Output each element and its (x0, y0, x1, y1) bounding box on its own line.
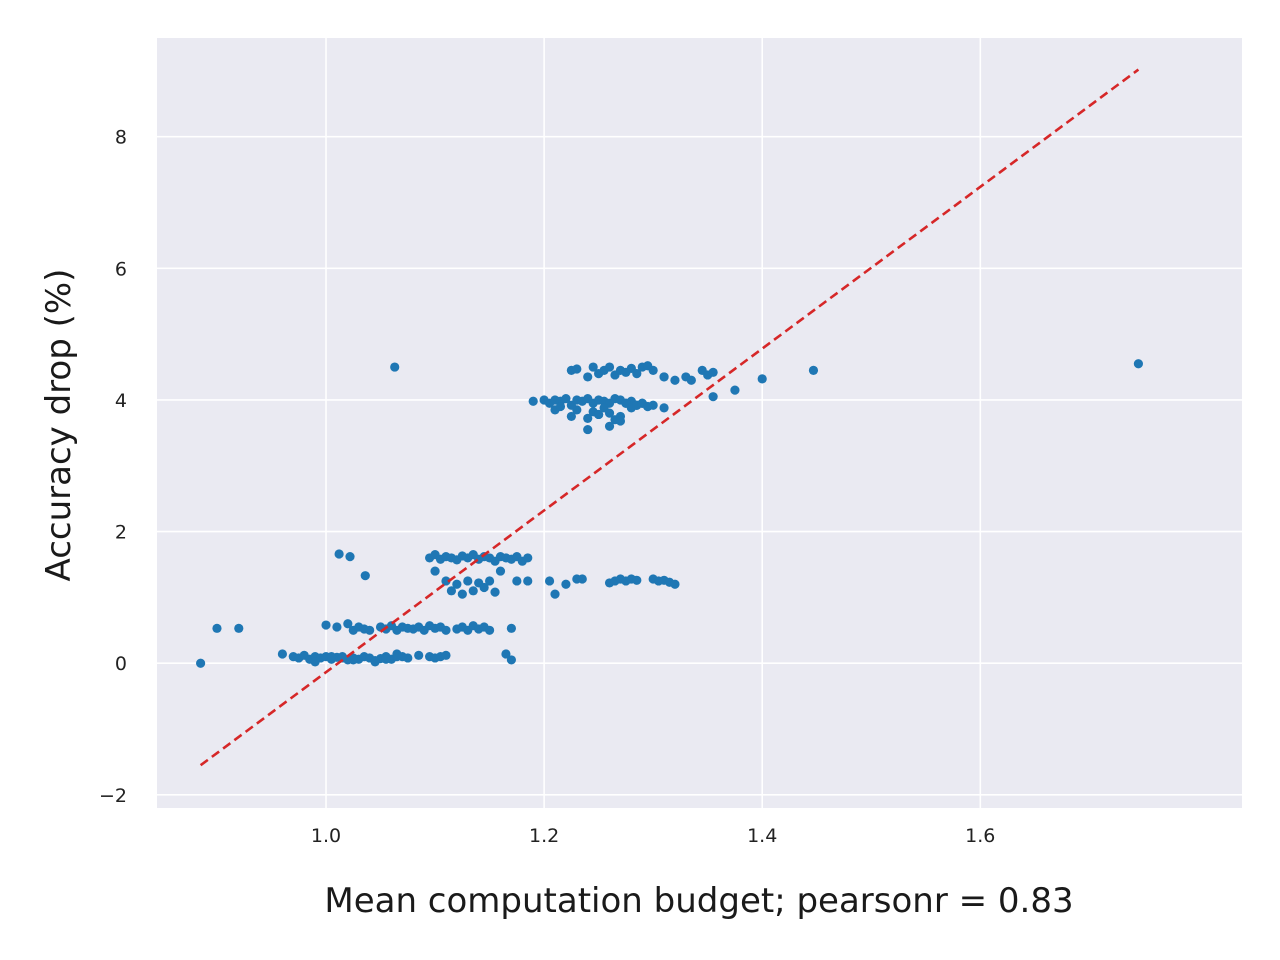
data-point (360, 571, 370, 581)
data-point (414, 650, 424, 660)
fit-line (199, 68, 1140, 767)
data-point (390, 362, 400, 372)
data-point (572, 364, 582, 374)
data-point (659, 403, 669, 413)
y-tick-label: 6 (115, 258, 127, 280)
data-point (326, 652, 337, 662)
data-point (659, 372, 669, 382)
data-point (196, 658, 206, 668)
data-point (577, 574, 587, 584)
data-point (457, 589, 467, 599)
data-point (583, 424, 593, 435)
data-point (345, 551, 355, 562)
data-point (757, 374, 767, 384)
data-point (604, 421, 615, 431)
data-point (334, 549, 344, 559)
data-point (365, 625, 375, 635)
data-point (495, 566, 506, 576)
tick-labels: 1.0 1.2 1.4 1.6 −2 0 2 4 6 8 (99, 127, 995, 847)
data-point (343, 619, 353, 629)
data-point (808, 365, 819, 375)
data-point (594, 409, 604, 420)
data-point (583, 372, 593, 382)
y-tick-label: 2 (115, 522, 127, 544)
data-point (452, 579, 462, 589)
data-point (583, 413, 593, 423)
y-axis-title: Accuracy drop (%) (39, 269, 79, 582)
data-point (441, 650, 451, 660)
data-point (686, 375, 696, 385)
data-point (332, 622, 342, 632)
data-point (550, 589, 560, 599)
data-point (544, 576, 555, 586)
data-point (506, 623, 516, 633)
data-point (1133, 359, 1144, 369)
data-point (490, 587, 500, 597)
data-point (561, 394, 571, 404)
data-point (566, 411, 576, 422)
data-point (615, 416, 626, 426)
x-axis-title: Mean computation budget; pearsonr = 0.83 (324, 881, 1073, 921)
data-point (321, 620, 331, 630)
data-point (310, 657, 320, 667)
data-point (708, 392, 718, 402)
data-point (430, 566, 440, 576)
data-point (643, 401, 653, 412)
data-point (381, 654, 391, 664)
data-point (484, 576, 495, 586)
data-point (528, 396, 538, 406)
data-point (604, 362, 615, 372)
data-point (730, 385, 740, 395)
x-tick-label: 1.6 (965, 825, 995, 847)
data-point (523, 553, 533, 563)
data-point (277, 649, 288, 659)
data-point (512, 576, 522, 586)
data-point (468, 586, 478, 596)
data-point (523, 576, 533, 586)
y-tick-label: 0 (115, 653, 127, 675)
data-point (463, 576, 473, 586)
y-tick-label: 4 (115, 390, 127, 412)
x-tick-label: 1.4 (747, 825, 777, 847)
data-point (648, 365, 658, 375)
data-point (632, 575, 642, 585)
data-point (234, 623, 244, 633)
data-point (561, 579, 571, 589)
data-point (501, 649, 511, 659)
data-point (708, 367, 718, 377)
data-point (484, 625, 495, 635)
fit-line-layer (199, 68, 1140, 767)
data-points (196, 359, 1144, 668)
data-point (441, 576, 451, 586)
data-point (670, 579, 680, 589)
data-point (441, 625, 451, 635)
data-point (604, 408, 615, 418)
data-point (212, 623, 222, 633)
x-tick-label: 1.2 (529, 825, 559, 847)
data-point (479, 582, 489, 593)
data-point (670, 375, 680, 385)
y-tick-label: 8 (115, 127, 127, 149)
data-point (446, 586, 457, 596)
data-point (632, 369, 642, 379)
data-point (506, 655, 516, 665)
data-point (348, 655, 358, 665)
data-point (370, 657, 380, 667)
data-point (397, 652, 407, 662)
data-point (588, 362, 598, 372)
y-tick-label: −2 (99, 785, 127, 807)
x-tick-label: 1.0 (311, 825, 341, 847)
data-point (572, 405, 582, 415)
data-point (555, 401, 566, 412)
plot-area (157, 38, 1242, 808)
